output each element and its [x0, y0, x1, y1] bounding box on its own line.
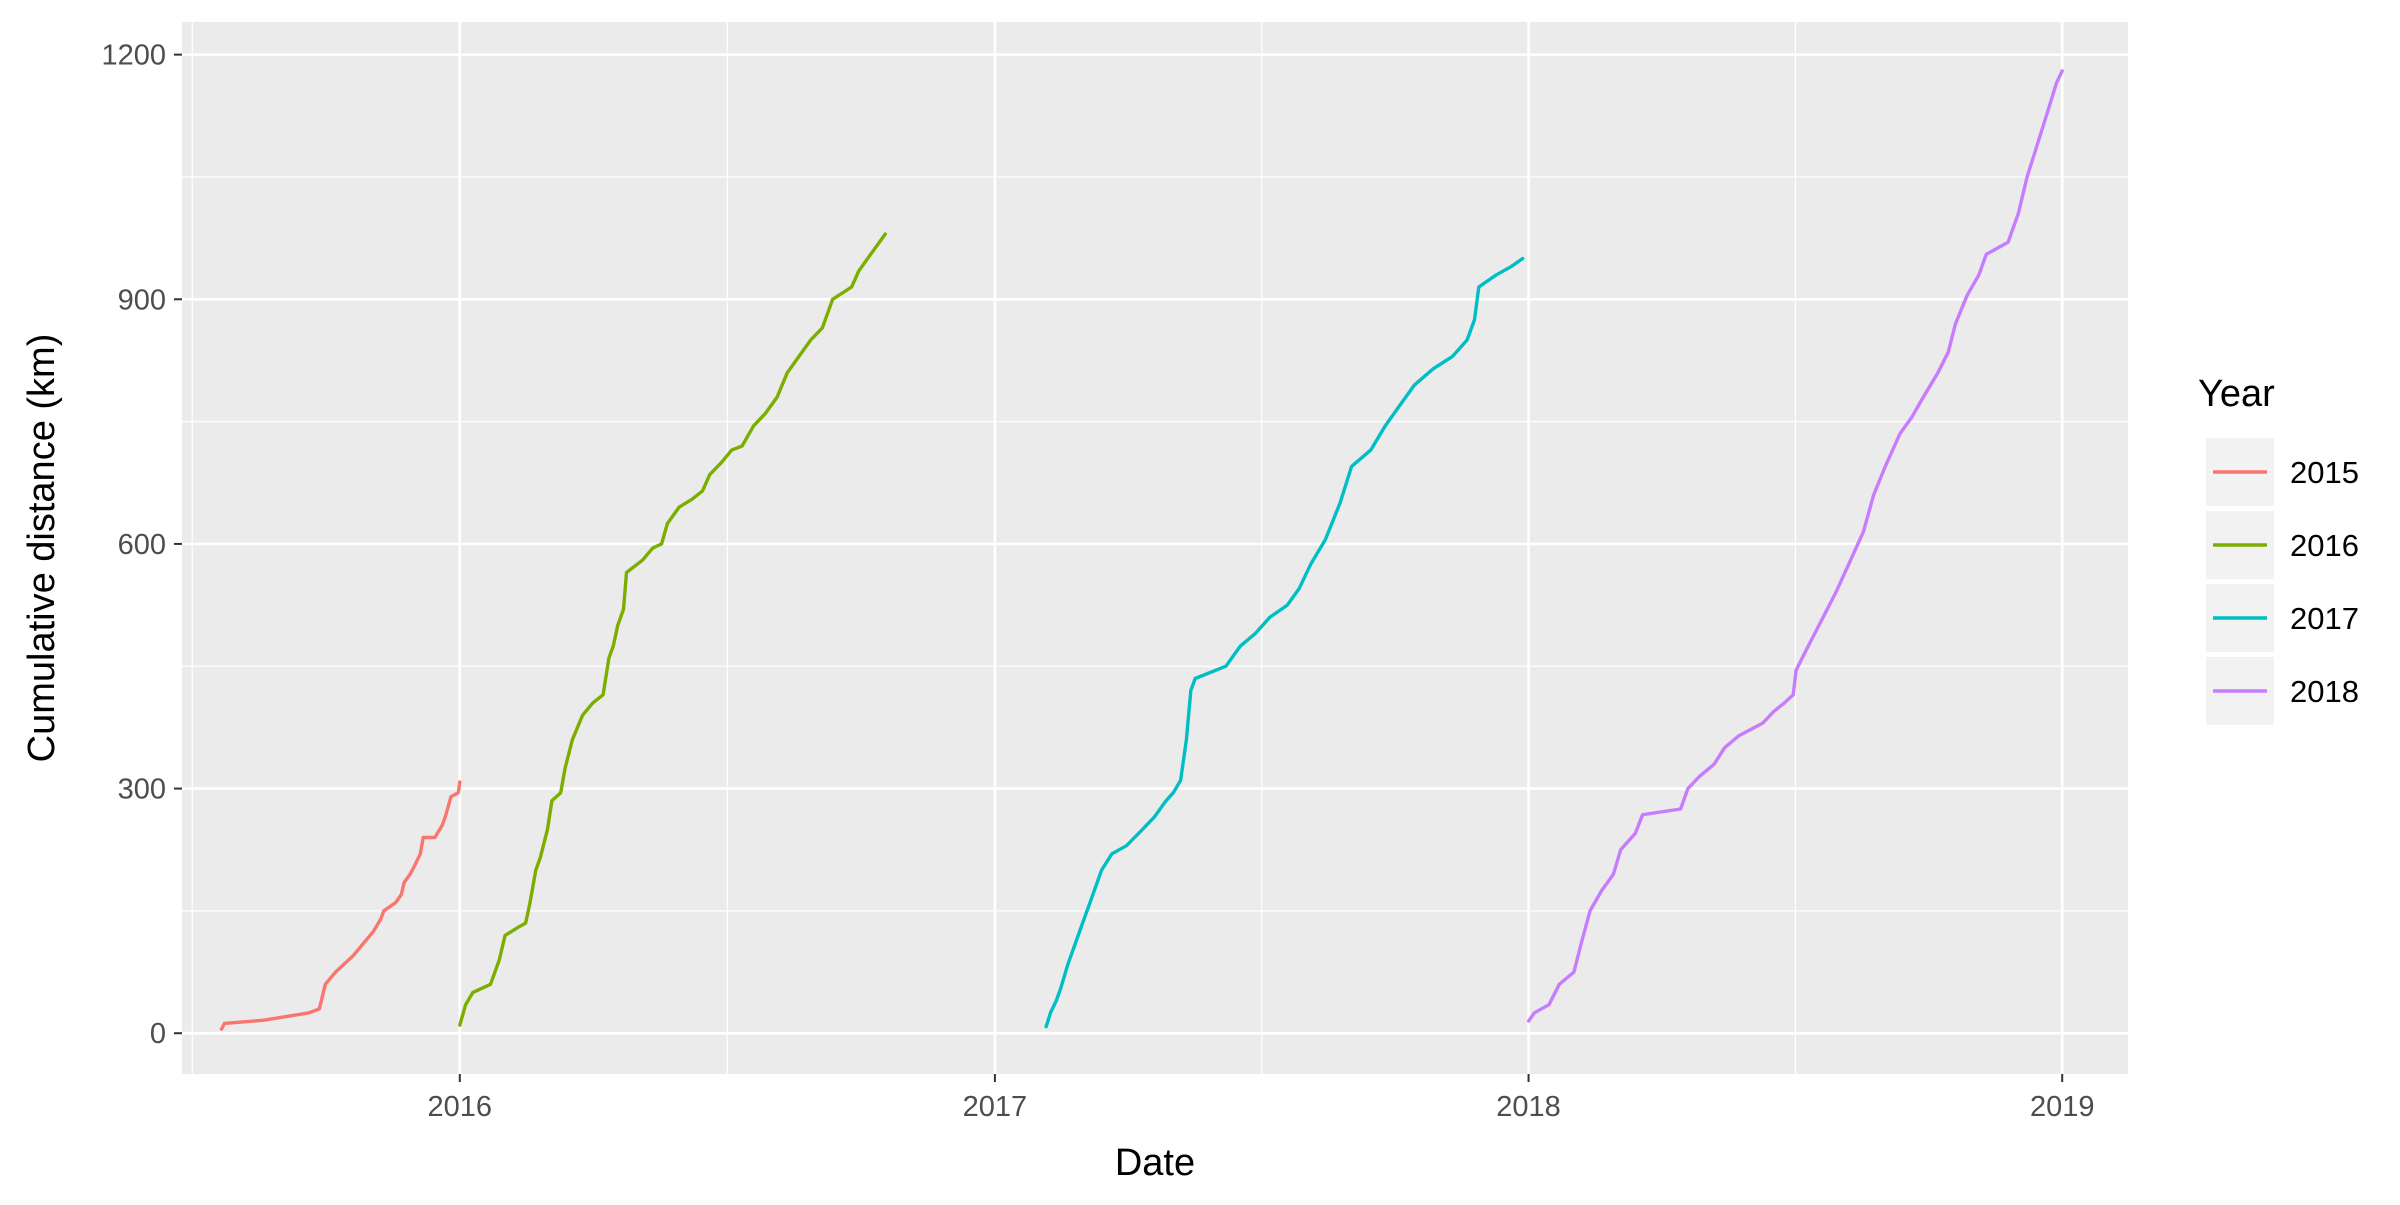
series-line-2015	[219, 780, 462, 1031]
series-lines	[219, 69, 2064, 1031]
legend-label: 2018	[2290, 674, 2359, 709]
x-tick-label: 2018	[1496, 1091, 1561, 1123]
plot-panel	[182, 22, 2128, 1074]
x-axis-title: Date	[1115, 1142, 1195, 1184]
series-line-2016	[458, 232, 887, 1027]
y-tick-label: 900	[118, 284, 166, 316]
x-tick-label: 2019	[2030, 1091, 2095, 1123]
y-tick-label: 600	[118, 529, 166, 561]
series-line-2017	[1044, 256, 1525, 1029]
grid-lines	[182, 22, 2128, 1074]
legend-title: Year	[2198, 373, 2275, 415]
y-axis-title: Cumulative distance (km)	[21, 334, 63, 763]
y-tick-label: 1200	[101, 40, 166, 72]
legend-label: 2016	[2290, 528, 2359, 563]
x-tick-label: 2016	[428, 1091, 493, 1123]
series-line-2018	[1526, 69, 2064, 1023]
legend: Year 2015 2016 2017 2018	[2198, 373, 2359, 725]
legend-label: 2015	[2290, 455, 2359, 490]
axes: 0 300 600 900 1200 2016 2017 2018 2019	[101, 40, 2094, 1123]
y-tick-label: 300	[118, 774, 166, 806]
x-tick-label: 2017	[963, 1091, 1028, 1123]
legend-label: 2017	[2290, 601, 2359, 636]
legend-items: 2015 2016 2017 2018	[2206, 438, 2359, 725]
y-tick-label: 0	[150, 1018, 166, 1050]
